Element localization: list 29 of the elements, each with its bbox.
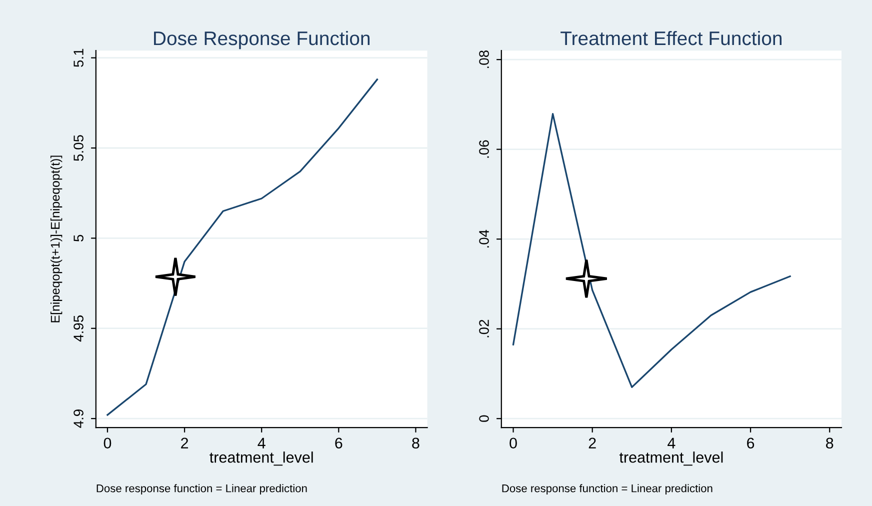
x-tick-label: 4 bbox=[258, 438, 266, 448]
x-axis-title: treatment_level bbox=[210, 452, 313, 466]
y-tick-label: 0 bbox=[479, 415, 489, 422]
x-axis-title: treatment_level bbox=[619, 452, 723, 466]
x-tick-label: 0 bbox=[104, 438, 112, 449]
x-tick-label: 8 bbox=[412, 438, 420, 449]
y-tick-label: 5.05 bbox=[74, 135, 84, 161]
y-tick-label: .04 bbox=[479, 230, 489, 248]
y-tick-label: 5.1 bbox=[74, 48, 84, 67]
y-tick-label: .02 bbox=[479, 320, 489, 338]
chart-title: Dose Response Function bbox=[154, 30, 370, 50]
x-tick-label: 2 bbox=[181, 438, 188, 448]
x-tick-label: 6 bbox=[747, 438, 754, 449]
line-series bbox=[512, 113, 791, 388]
y-tick-label: 5 bbox=[74, 234, 84, 242]
text: Dose response function = Linear prediction bbox=[96, 484, 307, 494]
y-tick-label: 4.9 bbox=[74, 410, 84, 428]
y-tick-label: .06 bbox=[479, 140, 489, 158]
y-axis-title: E[nipeqopt(t+1)]-E[nipeqopt(t)] bbox=[50, 156, 62, 322]
chart-title: Treatment Effect Function bbox=[560, 30, 782, 46]
x-tick-label: 8 bbox=[826, 438, 834, 449]
text: Dose response function = Linear prediction bbox=[502, 484, 712, 494]
x-tick-label: 4 bbox=[668, 438, 676, 448]
x-tick-label: 2 bbox=[588, 438, 596, 448]
x-tick-label: 0 bbox=[510, 438, 517, 449]
x-tick-label: 6 bbox=[335, 438, 342, 449]
y-tick-label: 4.95 bbox=[74, 315, 84, 342]
line-series bbox=[106, 78, 378, 416]
y-tick-label: .08 bbox=[479, 50, 489, 68]
